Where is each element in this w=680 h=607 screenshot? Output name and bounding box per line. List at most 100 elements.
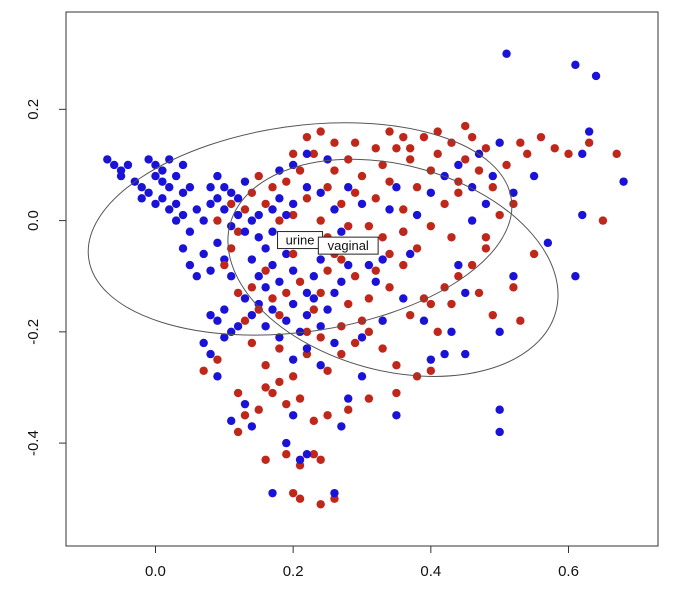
vaginal-point xyxy=(371,144,380,153)
urine-point xyxy=(158,194,167,203)
urine-point xyxy=(440,349,449,359)
urine-point xyxy=(240,227,250,236)
urine-point xyxy=(454,160,463,170)
urine-point xyxy=(261,244,270,253)
urine-point xyxy=(495,427,504,437)
urine-point xyxy=(302,450,312,459)
vaginal-point xyxy=(240,411,250,420)
vaginal-point xyxy=(433,149,442,159)
vaginal-point xyxy=(268,183,277,192)
vaginal-point xyxy=(323,411,332,420)
vaginal-point xyxy=(227,244,236,253)
urine-point xyxy=(247,422,257,431)
vaginal-point xyxy=(337,199,346,209)
urine-point xyxy=(185,183,195,192)
vaginal-point xyxy=(288,372,298,381)
vaginal-point xyxy=(392,144,401,153)
vaginal-point xyxy=(516,316,525,325)
urine-point xyxy=(199,338,208,348)
urine-point xyxy=(178,244,188,253)
urine-point xyxy=(185,227,195,236)
vaginal-point xyxy=(419,132,429,142)
urine-point xyxy=(447,327,456,337)
vaginal-point xyxy=(399,260,408,270)
vaginal-point xyxy=(426,221,436,231)
urine-point xyxy=(405,249,415,259)
vaginal-point xyxy=(316,288,325,298)
urine-point xyxy=(275,333,284,342)
vaginal-point xyxy=(454,188,463,197)
vaginal-point xyxy=(213,355,222,364)
vaginal-point xyxy=(268,388,277,398)
y-axis: 0.2 0.0 -0.2 -0.4 xyxy=(25,99,66,456)
vaginal-point xyxy=(461,121,470,131)
urine-point xyxy=(171,199,181,209)
urine-point xyxy=(371,277,380,286)
vaginal-point xyxy=(426,299,436,309)
urine-point xyxy=(392,183,401,192)
y-tick-label: 0.0 xyxy=(25,210,42,231)
y-tick-label: -0.2 xyxy=(25,319,42,345)
urine-point xyxy=(295,327,305,337)
vaginal-point xyxy=(405,144,415,153)
vaginal-point xyxy=(302,194,312,203)
vaginal-point xyxy=(440,283,449,292)
urine-point xyxy=(254,210,263,220)
urine-point xyxy=(309,272,319,281)
urine-point xyxy=(330,488,339,498)
urine-point xyxy=(268,305,277,314)
vaginal-point xyxy=(233,288,243,298)
urine-point xyxy=(495,327,504,337)
vaginal-point xyxy=(316,127,325,136)
urine-point xyxy=(364,260,374,270)
vaginal-point xyxy=(454,272,463,281)
vaginal-point xyxy=(481,144,491,153)
vaginal-point xyxy=(330,166,339,175)
urine-point xyxy=(233,210,243,220)
vaginal-point xyxy=(350,188,360,197)
urine-point xyxy=(158,166,167,175)
vaginal-point xyxy=(261,455,270,464)
vaginal-point xyxy=(254,171,263,181)
urine-point xyxy=(171,171,181,181)
vaginal-point xyxy=(529,249,539,259)
urine-point xyxy=(419,316,429,325)
vaginal-point xyxy=(364,394,374,403)
urine-point xyxy=(578,149,587,159)
vaginal-point xyxy=(371,266,380,275)
urine-point xyxy=(337,277,346,286)
vaginal-point xyxy=(488,183,497,192)
urine-point xyxy=(185,260,195,270)
urine-point xyxy=(392,411,401,420)
urine-point xyxy=(137,183,146,192)
urine-point xyxy=(481,199,491,209)
vaginal-point xyxy=(323,366,332,375)
vaginal-point xyxy=(309,149,319,159)
urine-point xyxy=(144,155,153,164)
vaginal-point xyxy=(364,294,374,303)
vaginal-point xyxy=(213,216,222,225)
vaginal-point xyxy=(261,266,270,275)
group-label-box xyxy=(317,236,379,255)
vaginal-point xyxy=(233,227,243,236)
urine-point xyxy=(275,166,284,175)
urine-point xyxy=(591,71,601,81)
vaginal-point xyxy=(516,138,525,147)
urine-point xyxy=(344,394,353,403)
urine-point xyxy=(116,171,126,181)
vaginal-point xyxy=(344,299,353,309)
vaginal-point xyxy=(295,277,305,286)
label-vaginal: vaginal xyxy=(317,236,379,255)
urine-point xyxy=(316,361,325,370)
urine-point xyxy=(213,171,222,181)
urine-point xyxy=(165,183,174,192)
urine-point xyxy=(109,160,119,170)
vaginal-point xyxy=(371,194,380,203)
urine-point xyxy=(288,199,298,209)
urine-point xyxy=(454,260,463,270)
urine-point xyxy=(488,171,497,181)
vaginal-ellipse xyxy=(227,158,559,377)
x-tick-label: 0.0 xyxy=(145,563,166,580)
urine-point xyxy=(261,283,270,292)
urine-point xyxy=(103,155,112,164)
